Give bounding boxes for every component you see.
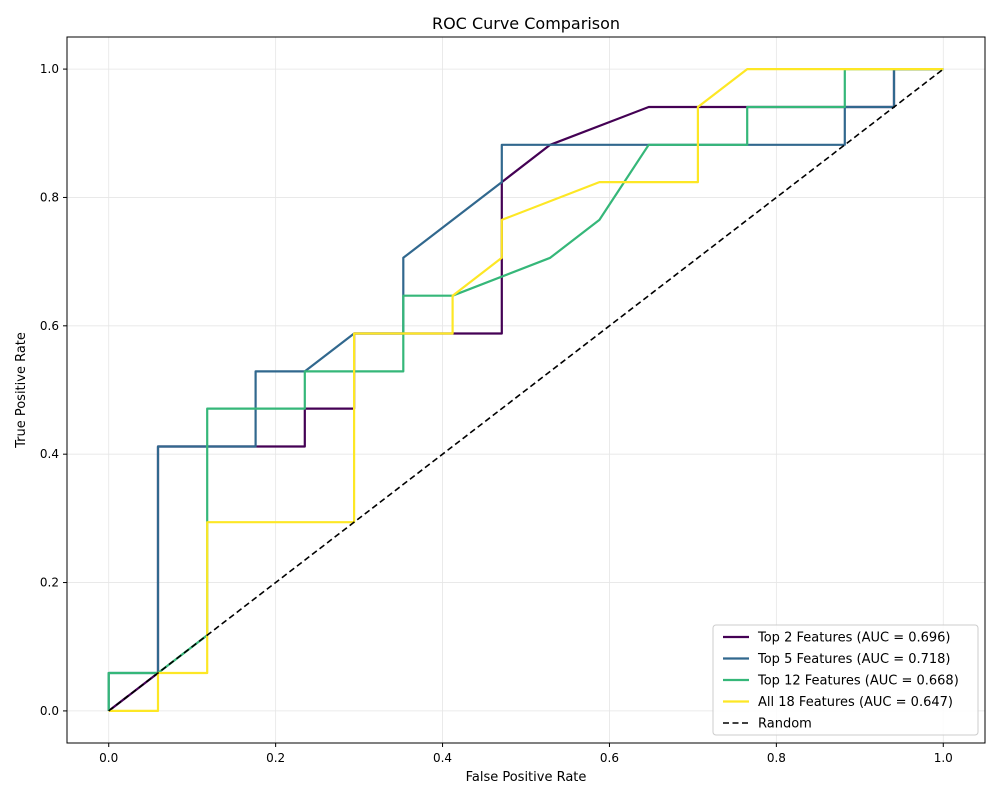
y-tick-label: 0.4 [40, 447, 59, 461]
legend-label: Top 2 Features (AUC = 0.696) [757, 631, 951, 646]
y-tick-label: 0.0 [40, 704, 59, 718]
y-axis-label: True Positive Rate [14, 332, 29, 449]
y-tick-label: 0.6 [40, 319, 59, 333]
plot-frame [66, 36, 986, 744]
x-axis-label: False Positive Rate [466, 770, 587, 785]
legend-label: Top 12 Features (AUC = 0.668) [757, 674, 959, 689]
x-tick-label: 1.0 [934, 751, 953, 765]
chart-title: ROC Curve Comparison [432, 14, 620, 33]
y-tick-label: 1.0 [40, 62, 59, 76]
legend-label: Random [758, 717, 812, 732]
legend-box [712, 624, 979, 736]
x-tick-label: 0.0 [99, 751, 118, 765]
random-baseline-line [108, 68, 944, 712]
legend: Top 2 Features (AUC = 0.696) Top 5 Featur… [712, 624, 979, 736]
legend-label: Top 5 Features (AUC = 0.718) [757, 652, 951, 667]
x-tick-label: 0.2 [266, 751, 285, 765]
roc-series-line-4 [108, 67, 944, 713]
grid-lines [67, 37, 985, 743]
series-lines [107, 67, 944, 713]
x-tick-label: 0.6 [600, 751, 619, 765]
roc-series-line-3 [107, 67, 944, 711]
x-tick-label: 0.8 [767, 751, 786, 765]
legend-label: All 18 Features (AUC = 0.647) [758, 695, 953, 710]
axis-ticks: 0.0 0.2 0.4 0.6 0.8 1.0 0.0 0.2 0.4 0.6 0.8 1.0 [40, 62, 953, 765]
y-tick-label: 0.2 [40, 576, 59, 590]
x-tick-label: 0.4 [433, 751, 452, 765]
y-tick-label: 0.8 [40, 190, 59, 204]
